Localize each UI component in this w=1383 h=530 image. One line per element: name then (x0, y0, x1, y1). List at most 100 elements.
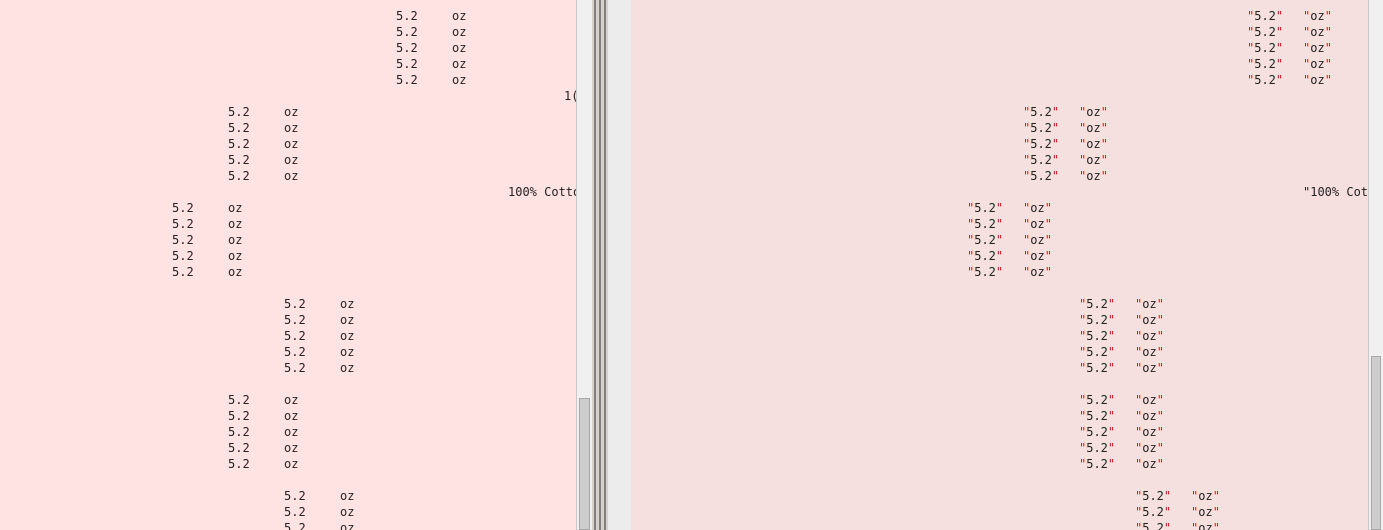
quoted-value-cell: "5.2" (1079, 361, 1116, 375)
value-cell: 5.2 (284, 297, 306, 311)
unit-cell: oz (228, 249, 243, 263)
quoted-unit-cell: "oz" (1023, 265, 1052, 279)
quoted-unit-cell: "oz" (1023, 233, 1052, 247)
value-cell: 5.2 (284, 329, 306, 343)
value-cell: 5.2 (228, 105, 250, 119)
unit-cell: oz (340, 505, 355, 519)
left-scrollbar-thumb[interactable] (579, 398, 590, 530)
quoted-value-cell: "5.2" (1247, 9, 1284, 23)
value-cell: 5.2 (396, 57, 418, 71)
unit-cell: oz (340, 489, 355, 503)
splitter-grip (594, 0, 596, 530)
right-scrollbar-thumb[interactable] (1371, 356, 1381, 530)
quoted-value-cell: "5.2" (1079, 409, 1116, 423)
partial-cell: 100% Cotto (508, 185, 576, 199)
unit-cell: oz (228, 217, 243, 231)
quoted-unit-cell: "oz" (1135, 409, 1164, 423)
quoted-unit-cell: "oz" (1303, 9, 1332, 23)
unit-cell: oz (284, 105, 299, 119)
unit-cell: oz (340, 361, 355, 375)
value-cell: 5.2 (228, 425, 250, 439)
value-cell: 5.2 (396, 9, 418, 23)
unit-cell: oz (284, 153, 299, 167)
unit-cell: oz (284, 169, 299, 183)
unit-cell: oz (284, 137, 299, 151)
quoted-unit-cell: "oz" (1135, 345, 1164, 359)
quoted-value-cell: "5.2" (1135, 505, 1172, 519)
quoted-value-cell: "5.2" (1023, 153, 1060, 167)
value-cell: 5.2 (228, 393, 250, 407)
value-cell: 5.2 (172, 265, 194, 279)
value-cell: 5.2 (284, 505, 306, 519)
quoted-unit-cell: "oz" (1079, 121, 1108, 135)
quoted-value-cell: "5.2" (967, 201, 1004, 215)
quoted-unit-cell: "oz" (1191, 505, 1220, 519)
unit-cell: oz (228, 233, 243, 247)
quoted-unit-cell: "oz" (1023, 217, 1052, 231)
quoted-unit-cell: "oz" (1079, 169, 1108, 183)
right-scrollbar[interactable] (1368, 0, 1383, 530)
value-cell: 5.2 (284, 489, 306, 503)
right-pane[interactable]: "5.2" "oz" "5.2" "oz" "5.2" "oz" "5.2" "oz" "5.2… (631, 0, 1368, 530)
quoted-unit-cell: "oz" (1023, 201, 1052, 215)
left-pane[interactable]: 5.2 oz 5.2 oz 5.2 oz 5.2 oz 5.2 oz 5.2 oz 5.2 oz 5.2 oz… (0, 0, 576, 530)
quoted-unit-cell: "oz" (1079, 153, 1108, 167)
quoted-value-cell: "5.2" (967, 217, 1004, 231)
value-cell: 5.2 (396, 41, 418, 55)
quoted-unit-cell: "oz" (1023, 249, 1052, 263)
unit-cell: oz (340, 313, 355, 327)
unit-cell: oz (340, 329, 355, 343)
quoted-value-cell: "5.2" (967, 249, 1004, 263)
quoted-unit-cell: "oz" (1135, 313, 1164, 327)
value-cell: 5.2 (228, 137, 250, 151)
quoted-unit-cell: "oz" (1303, 25, 1332, 39)
left-scrollbar[interactable] (576, 0, 592, 530)
partial-cell: 1( (564, 89, 576, 103)
quoted-value-cell: "5.2" (1247, 73, 1284, 87)
splitter-grip (599, 0, 601, 530)
right-pane-gutter (608, 0, 631, 530)
quoted-value-cell: "5.2" (1023, 105, 1060, 119)
pane-splitter[interactable] (592, 0, 608, 530)
quoted-value-cell: "5.2" (1079, 457, 1116, 471)
value-cell: 5.2 (172, 217, 194, 231)
value-cell: 5.2 (172, 201, 194, 215)
unit-cell: oz (340, 521, 355, 530)
unit-cell: oz (452, 25, 467, 39)
quoted-unit-cell: "oz" (1135, 393, 1164, 407)
value-cell: 5.2 (172, 249, 194, 263)
quoted-value-cell: "5.2" (1023, 169, 1060, 183)
value-cell: 5.2 (228, 409, 250, 423)
quoted-value-cell: "5.2" (1135, 489, 1172, 503)
unit-cell: oz (284, 393, 299, 407)
quoted-value-cell: "5.2" (1135, 521, 1172, 530)
value-cell: 5.2 (228, 121, 250, 135)
quoted-value-cell: "5.2" (1079, 329, 1116, 343)
quoted-value-cell: "5.2" (1079, 313, 1116, 327)
quoted-value-cell: "5.2" (1247, 41, 1284, 55)
quoted-unit-cell: "oz" (1135, 329, 1164, 343)
unit-cell: oz (228, 265, 243, 279)
quoted-value-cell: "5.2" (1079, 393, 1116, 407)
quoted-unit-cell: "oz" (1135, 457, 1164, 471)
quoted-unit-cell: "oz" (1135, 441, 1164, 455)
quoted-value-cell: "5.2" (1247, 25, 1284, 39)
quoted-value-cell: "5.2" (1023, 137, 1060, 151)
quoted-unit-cell: "oz" (1135, 425, 1164, 439)
quoted-unit-cell: "oz" (1079, 137, 1108, 151)
unit-cell: oz (452, 41, 467, 55)
value-cell: 5.2 (228, 457, 250, 471)
value-cell: 5.2 (396, 73, 418, 87)
unit-cell: oz (340, 297, 355, 311)
value-cell: 5.2 (284, 521, 306, 530)
value-cell: 5.2 (228, 169, 250, 183)
value-cell: 5.2 (228, 153, 250, 167)
quoted-unit-cell: "oz" (1303, 73, 1332, 87)
partial-cell: "100% Cot (1303, 185, 1368, 199)
unit-cell: oz (284, 457, 299, 471)
quoted-value-cell: "5.2" (1079, 425, 1116, 439)
unit-cell: oz (452, 9, 467, 23)
quoted-unit-cell: "oz" (1135, 297, 1164, 311)
quoted-unit-cell: "oz" (1135, 361, 1164, 375)
quoted-value-cell: "5.2" (967, 233, 1004, 247)
